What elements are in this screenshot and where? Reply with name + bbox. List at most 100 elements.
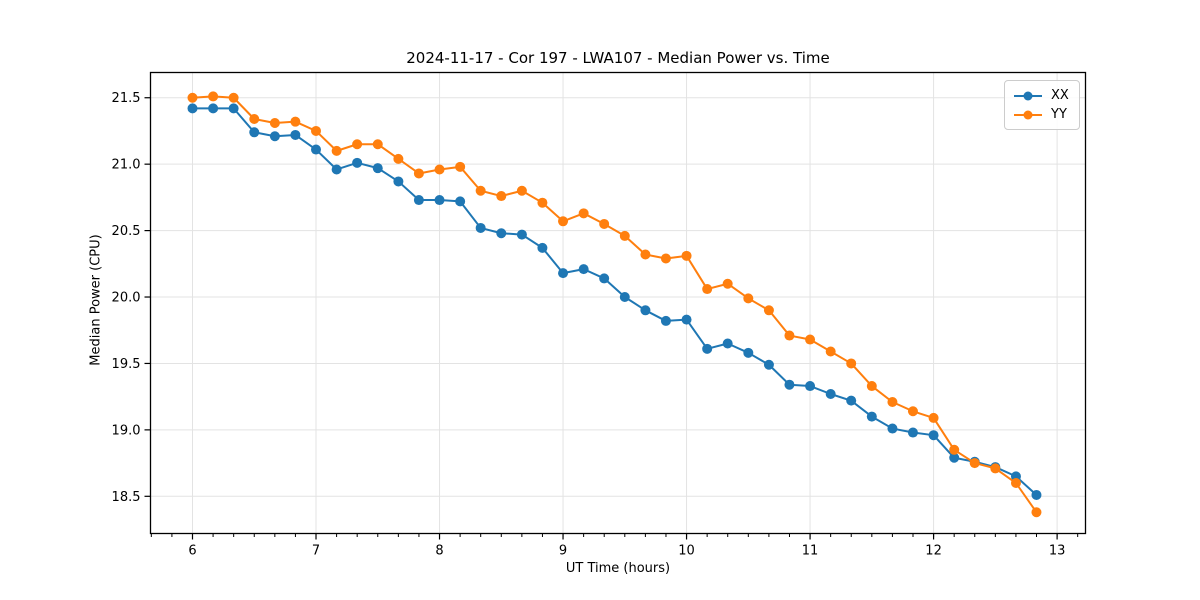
series-marker-xx [928,430,939,441]
series-marker-yy [784,330,795,341]
series-marker-yy [805,334,816,345]
series-marker-xx [681,314,692,325]
series-marker-xx [372,163,383,174]
legend-swatch-yy [1014,110,1042,119]
series-marker-yy [1010,478,1021,489]
x-tick-label: 8 [435,544,443,559]
y-axis-label: Median Power (CPU) [88,234,104,366]
series-marker-yy [208,91,219,102]
series-marker-xx [578,264,589,275]
y-tick-label: 19.0 [112,423,141,438]
legend-swatch-xx [1014,91,1042,100]
series-marker-yy [619,230,630,241]
series-marker-yy [887,396,898,407]
series-marker-xx [722,338,733,349]
series-marker-yy [949,444,960,455]
series-marker-xx [866,411,877,422]
series-marker-yy [455,161,466,172]
series-marker-xx [331,164,342,175]
series-marker-xx [805,381,816,392]
series-marker-yy [763,305,774,316]
series-marker-yy [352,139,363,150]
series-marker-xx [455,196,466,207]
y-tick-label: 21.0 [112,158,141,173]
series-marker-yy [393,153,404,164]
series-marker-yy [1031,507,1042,518]
series-marker-yy [907,406,918,417]
x-tick-label: 11 [802,544,819,559]
series-marker-xx [290,129,301,140]
series-marker-yy [578,208,589,219]
series-marker-yy [825,346,836,357]
x-tick-label: 9 [559,544,567,559]
x-tick-label: 10 [678,544,695,559]
series-marker-yy [928,412,939,423]
series-marker-yy [413,168,424,179]
series-marker-yy [846,358,857,369]
series-marker-xx [516,229,527,240]
series-marker-yy [290,116,301,127]
series-marker-xx [599,273,610,284]
series-marker-xx [660,315,671,326]
series-marker-yy [599,218,610,229]
series-marker-xx [434,195,445,206]
series-marker-xx [907,427,918,438]
series-marker-xx [1031,489,1042,500]
series-marker-yy [743,293,754,304]
series-marker-xx [311,144,322,155]
series-marker-xx [763,359,774,370]
x-tick-label: 13 [1049,544,1066,559]
axes-frame [149,71,1087,535]
series-marker-yy [475,185,486,196]
y-tick-label: 20.0 [112,291,141,306]
series-marker-yy [722,278,733,289]
series-marker-yy [228,92,239,103]
series-marker-xx [702,343,713,354]
series-marker-yy [249,113,260,124]
series-marker-xx [558,268,569,279]
series-marker-xx [269,131,280,142]
series-marker-yy [269,117,280,128]
y-tick-label: 18.5 [112,490,141,505]
series-marker-xx [846,395,857,406]
x-axis-label: UT Time (hours) [565,561,671,576]
series-marker-xx [475,222,486,233]
series-marker-yy [372,139,383,150]
series-marker-xx [249,127,260,138]
series-marker-yy [516,185,527,196]
series-marker-xx [784,379,795,390]
x-tick-label: 12 [925,544,942,559]
series-marker-yy [866,381,877,392]
chart-title: 2024-11-17 - Cor 197 - LWA107 - Median P… [406,49,830,67]
series-marker-yy [558,216,569,227]
series-marker-yy [187,92,198,103]
series-marker-yy [537,197,548,208]
series-marker-yy [640,249,651,260]
series-marker-yy [660,253,671,264]
series-marker-xx [496,228,507,239]
y-tick-label: 21.5 [112,91,141,106]
series-marker-yy [434,164,445,175]
series-marker-xx [825,389,836,400]
series-marker-xx [743,347,754,358]
series-marker-xx [887,423,898,434]
legend: XX YY [1004,80,1080,130]
legend-label-yy: YY [1051,107,1067,122]
series-marker-xx [619,292,630,303]
series-line-xx [192,107,1038,496]
series-marker-yy [311,125,322,136]
legend-item-yy: YY [1013,105,1071,124]
series-marker-xx [949,452,960,463]
y-tick-label: 19.5 [112,357,141,372]
series-marker-xx [413,195,424,206]
series-marker-xx [187,103,198,114]
legend-item-xx: XX [1013,86,1071,105]
series-marker-xx [352,157,363,168]
series-marker-xx [537,242,548,253]
series-marker-xx [208,103,219,114]
series-marker-xx [640,305,651,316]
series-marker-xx [393,176,404,187]
series-marker-yy [990,463,1001,474]
